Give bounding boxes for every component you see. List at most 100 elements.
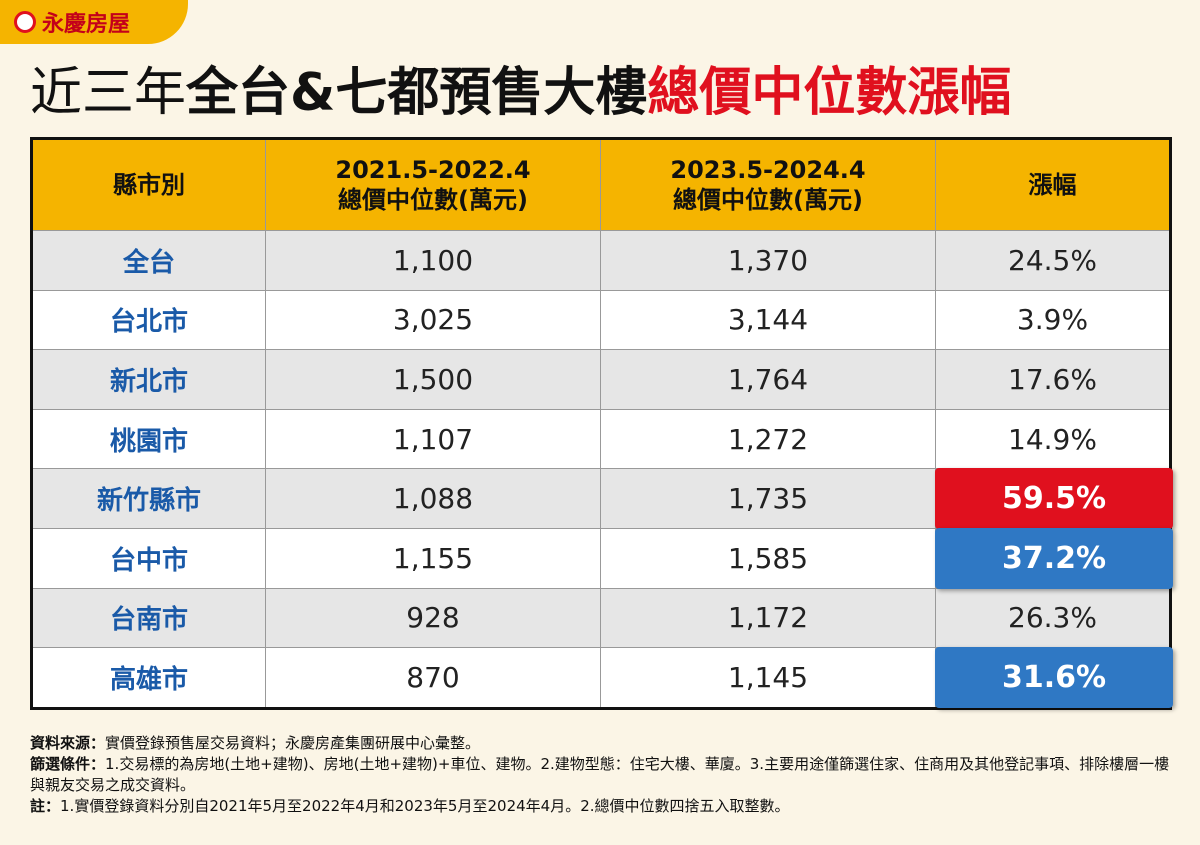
note-label: 資料來源： bbox=[30, 734, 106, 752]
table-row: 台南市 928 1,172 26.3% bbox=[33, 587, 1169, 648]
cell-text: 1,155 bbox=[392, 541, 474, 575]
highlight-cell: 59.5% bbox=[935, 468, 1173, 529]
cell-text: 17.6% bbox=[1008, 362, 1097, 396]
table-cell: 新竹縣市 bbox=[33, 469, 265, 528]
table-row: 全台 1,100 1,370 24.5% bbox=[33, 230, 1169, 290]
note-text: 1.交易標的為房地(土地+建物)、房地(土地+建物)+車位、建物。2.建物型態：… bbox=[30, 755, 1170, 794]
table-cell: 31.6% bbox=[935, 647, 1173, 708]
cell-text: 14.9% bbox=[1008, 422, 1097, 456]
cell-text: 3.9% bbox=[1016, 303, 1089, 337]
table-row: 高雄市 870 1,145 31.6% bbox=[33, 647, 1173, 708]
table-cell: 37.2% bbox=[935, 527, 1173, 589]
cell-text: 台南市 bbox=[109, 605, 188, 636]
highlight-cell: 31.6% bbox=[935, 647, 1173, 708]
cell-text: 1,272 bbox=[727, 422, 809, 456]
table-cell: 1,585 bbox=[600, 528, 935, 588]
header-cell: 2023.5-2024.4 總價中位數(萬元) bbox=[600, 140, 935, 230]
note: 註：1.實價登錄資料分別自2021年5月至2022年4月和2023年5月至202… bbox=[30, 796, 1170, 817]
note-label: 註： bbox=[30, 797, 61, 815]
table-cell: 桃園市 bbox=[33, 410, 265, 469]
table-row: 台北市 3,025 3,144 3.9% bbox=[33, 289, 1169, 350]
header-text: 總價中位數(萬元) bbox=[673, 186, 863, 214]
table-cell: 870 bbox=[265, 648, 600, 707]
cell-text: 870 bbox=[406, 660, 460, 694]
table-cell: 1,735 bbox=[600, 469, 935, 528]
cell-text: 1,172 bbox=[727, 601, 809, 635]
table-cell: 1,155 bbox=[265, 528, 600, 588]
table-cell: 1,272 bbox=[600, 409, 935, 469]
header-text: 縣市別 bbox=[113, 171, 185, 199]
header-cell: 2021.5-2022.4 總價中位數(萬元) bbox=[265, 140, 600, 230]
note-text: 實價登錄預售屋交易資料；永慶房產集團研展中心彙整。 bbox=[105, 734, 481, 752]
table: 縣市別 2021.5-2022.4 總價中位數(萬元) 2023.5-2024.4 總價… bbox=[30, 137, 1173, 710]
cell-text: 桃園市 bbox=[109, 426, 188, 457]
table-cell: 14.9% bbox=[935, 409, 1169, 469]
note-text: 1.實價登錄資料分別自2021年5月至2022年4月和2023年5月至2024年… bbox=[60, 797, 790, 815]
table-row: 台中市 1,155 1,585 37.2% bbox=[33, 527, 1173, 589]
cell-text: 1,764 bbox=[727, 362, 809, 396]
header-row: 縣市別 2021.5-2022.4 總價中位數(萬元) 2023.5-2024.4 總價… bbox=[33, 140, 1169, 230]
header-cell: 縣市別 bbox=[33, 140, 265, 230]
notes: 資料來源：實價登錄預售屋交易資料；永慶房產集團研展中心彙整。 篩選條件：1.交易標… bbox=[30, 733, 1170, 817]
cell-text: 高雄市 bbox=[109, 664, 188, 695]
table-row: 桃園市 1,107 1,272 14.9% bbox=[33, 408, 1169, 469]
cell-text: 1,500 bbox=[392, 362, 474, 396]
table-cell: 928 bbox=[265, 588, 600, 648]
table-cell: 1,107 bbox=[265, 409, 600, 469]
table-cell: 1,172 bbox=[600, 588, 935, 648]
table-cell: 24.5% bbox=[935, 231, 1169, 290]
table-cell: 1,088 bbox=[265, 469, 600, 528]
cell-text: 1,088 bbox=[392, 482, 474, 516]
table-cell: 26.3% bbox=[935, 588, 1169, 648]
header-text: 2021.5-2022.4 bbox=[335, 156, 531, 184]
table-cell: 1,370 bbox=[600, 231, 935, 290]
table-cell: 高雄市 bbox=[33, 648, 265, 707]
table-row: 新竹縣市 1,088 1,735 59.5% bbox=[33, 468, 1173, 529]
table-cell: 3,144 bbox=[600, 290, 935, 350]
title-part: 近三年 bbox=[30, 63, 187, 123]
cell-text: 1,145 bbox=[727, 660, 809, 694]
cell-text: 24.5% bbox=[1008, 243, 1097, 277]
title-part: 總價中位數漲幅 bbox=[647, 63, 1012, 123]
table-cell: 1,100 bbox=[265, 231, 600, 290]
title: 近三年全台&七都預售大樓總價中位數漲幅 bbox=[30, 58, 1011, 128]
cell-text: 1,370 bbox=[727, 243, 809, 277]
cell-text: 台中市 bbox=[109, 545, 188, 576]
cell-text: 3,025 bbox=[392, 303, 474, 337]
table-row: 新北市 1,500 1,764 17.6% bbox=[33, 349, 1169, 409]
cell-text: 新北市 bbox=[109, 366, 188, 397]
logo: 永慶房屋 bbox=[0, 0, 188, 44]
logo-icon bbox=[14, 11, 36, 33]
table-cell: 台北市 bbox=[33, 291, 265, 350]
cell-text: 26.3% bbox=[1008, 601, 1097, 635]
cell-text: 新竹縣市 bbox=[96, 486, 201, 517]
header-text: 2023.5-2024.4 bbox=[670, 156, 866, 184]
cell-text: 1,735 bbox=[727, 482, 809, 516]
note: 資料來源：實價登錄預售屋交易資料；永慶房產集團研展中心彙整。 bbox=[30, 733, 1170, 754]
table-cell: 全台 bbox=[33, 231, 265, 290]
table-cell: 3,025 bbox=[265, 290, 600, 350]
logo-text: 永慶房屋 bbox=[42, 12, 131, 37]
header-cell: 漲幅 bbox=[935, 140, 1169, 230]
title-part: 全台&七都預售大樓 bbox=[186, 63, 648, 123]
table-cell: 1,145 bbox=[600, 648, 935, 707]
table-cell: 新北市 bbox=[33, 350, 265, 409]
cell-text: 1,100 bbox=[392, 243, 474, 277]
cell-text: 928 bbox=[406, 601, 460, 635]
table-cell: 台中市 bbox=[33, 529, 265, 588]
cell-text: 全台 bbox=[122, 247, 175, 278]
cell-text: 台北市 bbox=[109, 307, 188, 338]
table-cell: 1,500 bbox=[265, 350, 600, 409]
table-cell: 17.6% bbox=[935, 350, 1169, 409]
header-text: 總價中位數(萬元) bbox=[338, 186, 528, 214]
table-cell: 1,764 bbox=[600, 350, 935, 409]
note: 篩選條件：1.交易標的為房地(土地+建物)、房地(土地+建物)+車位、建物。2.… bbox=[30, 754, 1170, 796]
cell-text: 1,585 bbox=[727, 541, 809, 575]
table-cell: 台南市 bbox=[33, 589, 265, 648]
table-cell: 59.5% bbox=[935, 468, 1173, 529]
highlight-cell: 37.2% bbox=[935, 527, 1173, 589]
header-text: 漲幅 bbox=[1028, 171, 1077, 199]
note-label: 篩選條件： bbox=[30, 755, 106, 773]
cell-text: 3,144 bbox=[727, 303, 809, 337]
